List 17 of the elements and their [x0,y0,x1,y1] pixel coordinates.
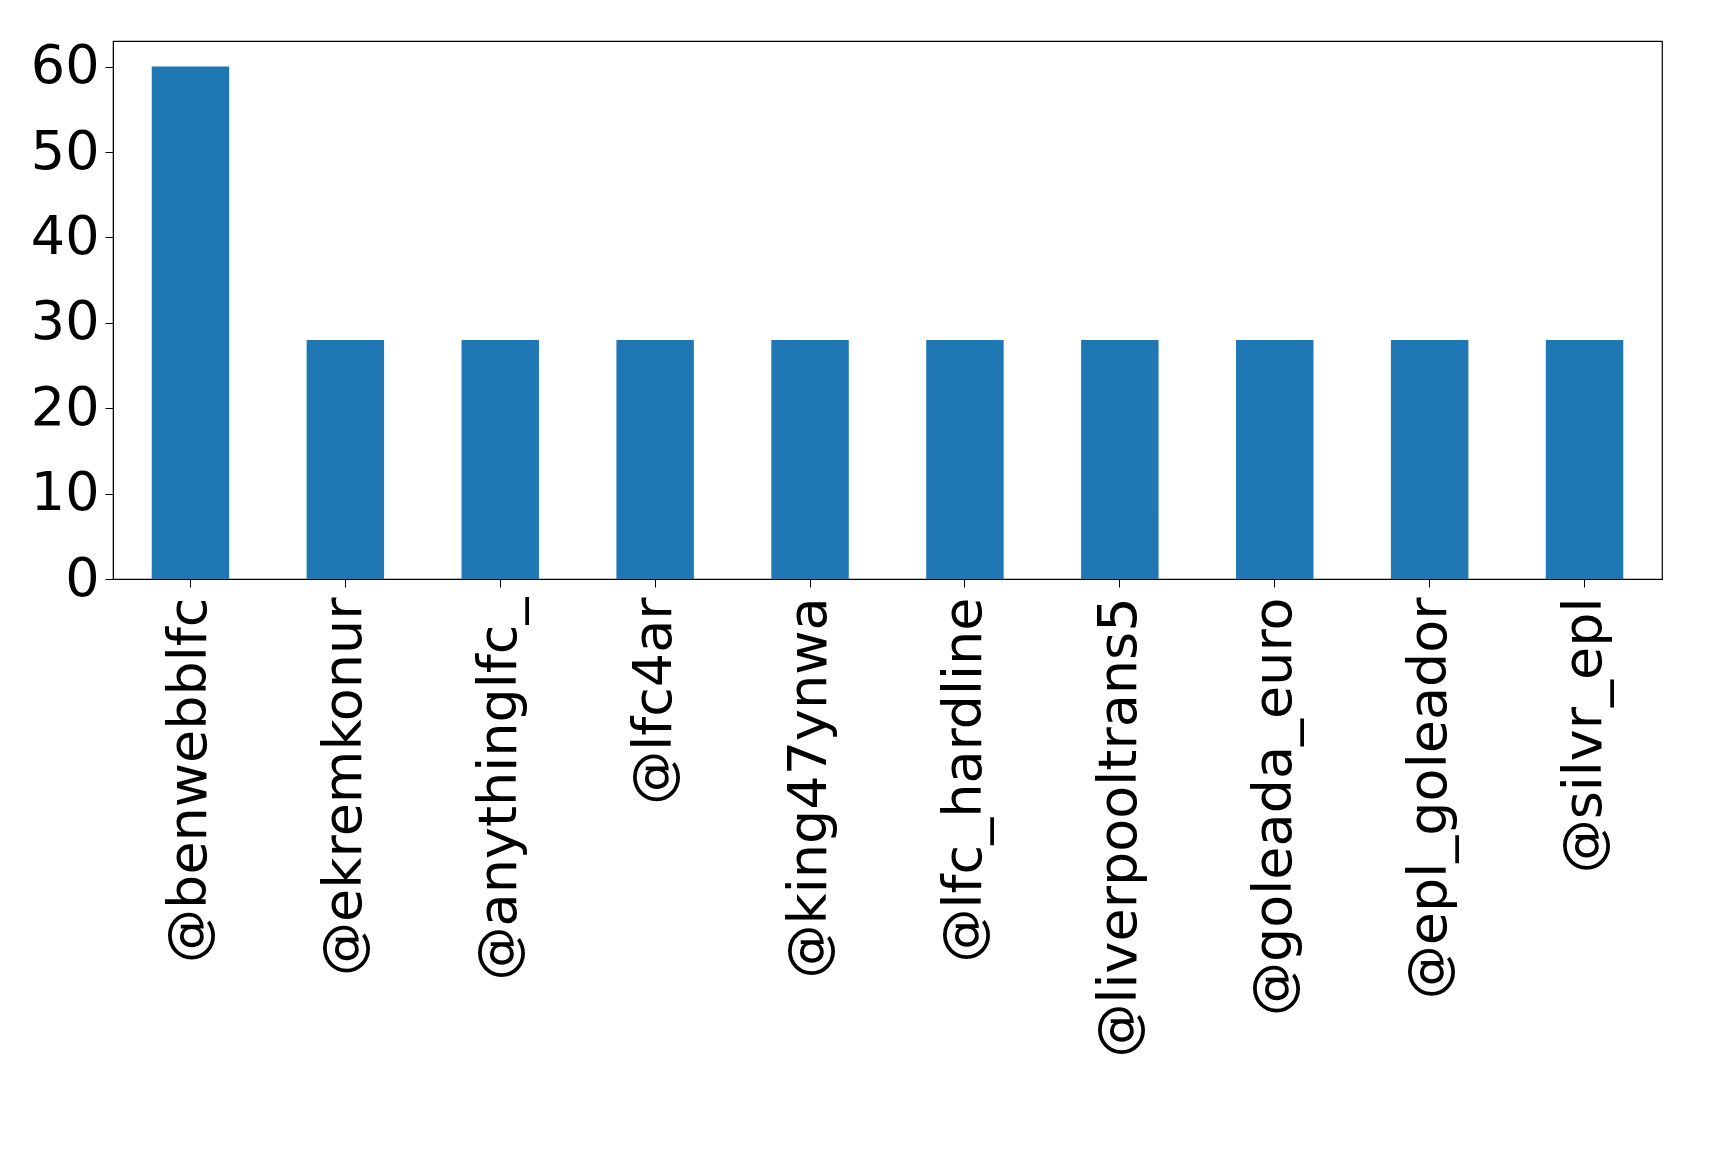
x-tick-label: @ekremkonur [311,596,375,976]
y-tick-label: 30 [30,289,100,353]
x-tick-label: @benwebblfc [156,597,220,963]
x-tick-label: @lfc_hardline [930,597,994,963]
x-tick-label: @lfc4ar [621,596,685,805]
y-tick-label: 20 [30,374,100,438]
y-tick-label: 40 [30,203,100,267]
x-tick-label: @goleada_euro [1240,597,1304,1016]
y-tick-label: 10 [30,460,100,524]
x-tick-label: @epl_goleador [1395,596,1459,1000]
y-tick-label: 60 [30,33,100,97]
x-tick-label: @silvr_epl [1550,597,1614,874]
x-tick-label: @anythinglfc_ [466,596,530,981]
y-tick-label: 50 [30,118,100,182]
x-tick-label: @king47ynwa [776,597,840,979]
y-tick-label: 0 [65,545,100,609]
x-tick-label: @liverpooltrans5 [1085,597,1149,1058]
